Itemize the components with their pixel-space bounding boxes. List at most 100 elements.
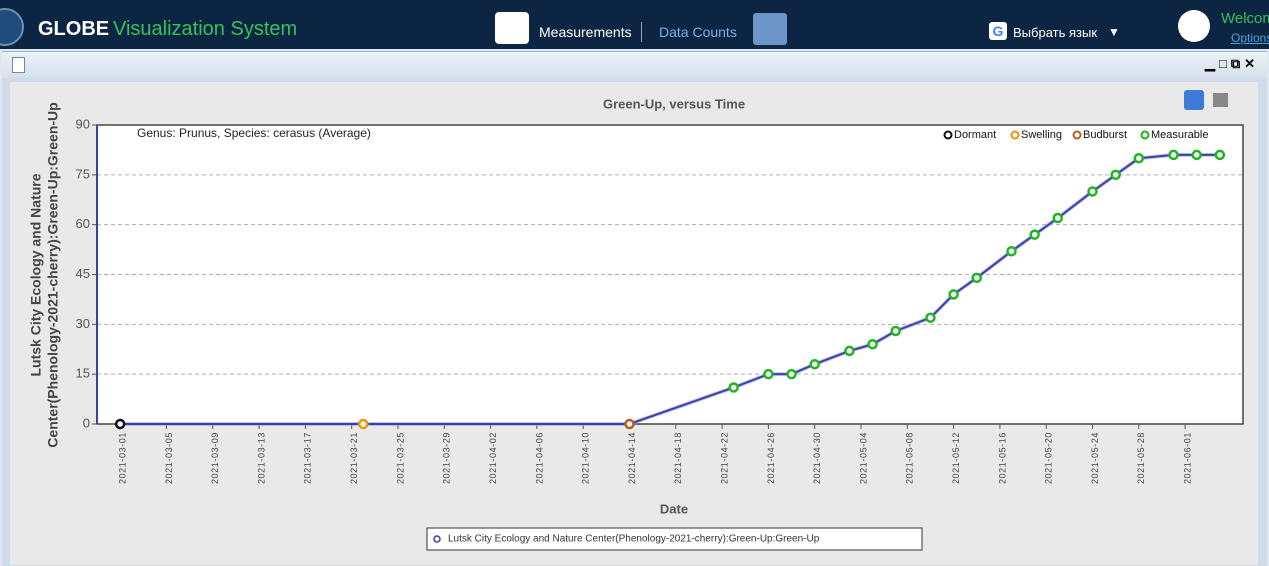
legend-label: Swelling [1021,129,1062,141]
data-point [786,368,797,380]
x-tick-label: 2021-06-01 [1182,432,1192,484]
x-axis-label: Date [660,501,688,516]
legend-label: Lutsk City Ecology and Nature Center(Phe… [448,534,820,545]
y-tick-label: 90 [76,116,90,131]
x-tick-label: 2021-05-24 [1090,432,1100,484]
language-select[interactable]: Выбрать язык [1013,25,1098,40]
legend-marker [943,130,953,140]
x-tick-label: 2021-03-13 [256,432,266,484]
x-tick-label: 2021-04-10 [581,432,591,484]
x-tick-group: 2021-05-04 [858,432,868,484]
data-point [867,339,878,350]
data-point [1006,245,1017,257]
x-tick-label: 2021-03-29 [442,432,452,484]
x-tick-label: 2021-04-22 [719,432,729,484]
x-tick-label: 2021-05-20 [1044,432,1054,484]
data-point [1133,152,1145,164]
y-tick-label: 30 [76,316,90,331]
data-point [114,418,126,430]
header: GLOBE Visualization System Measurements … [0,0,1269,49]
x-tick-label: 2021-04-02 [488,432,498,484]
x-tick-group: 2021-04-22 [719,432,729,484]
x-tick-group: 2021-04-26 [766,432,776,484]
y-axis-label: Center(Phenology-2021-cherry):Green-Up:G… [45,102,61,447]
print-button[interactable] [1213,93,1228,107]
legend-label: Dormant [954,129,996,141]
data-point [809,358,820,370]
x-tick-label: 2021-04-26 [766,432,776,484]
welcome: Welcome [1221,10,1269,27]
x-tick-group: 2021-05-12 [951,432,961,484]
y-tick-label: 75 [76,166,90,181]
x-tick-group: 2021-03-01 [118,432,128,484]
x-tick-label: 2021-05-28 [1136,432,1146,484]
x-tick-group: 2021-05-24 [1090,432,1100,484]
legend-marker [433,535,441,543]
legend-label: Budburst [1083,129,1127,141]
brand: GLOBE [38,18,110,40]
data-point [844,345,855,357]
x-tick-group: 2021-04-02 [488,432,498,484]
link-button[interactable] [1184,90,1204,110]
x-tick-label: 2021-03-05 [164,432,174,484]
counts-icon[interactable] [753,13,787,45]
x-tick-group: 2021-04-06 [534,432,544,484]
x-tick-label: 2021-03-01 [118,432,128,484]
x-tick-label: 2021-05-12 [951,432,961,484]
data-point [1029,229,1040,240]
annotation: Genus: Prunus, Species: cerasus (Average… [137,126,371,140]
x-tick-group: 2021-04-14 [627,432,637,484]
x-tick-label: 2021-03-21 [349,432,359,484]
legend-marker [1010,130,1020,140]
x-tick-label: 2021-03-09 [210,432,220,484]
x-tick-group: 2021-03-09 [210,432,220,484]
legend-marker [1072,130,1082,140]
x-tick-group: 2021-03-05 [164,432,174,484]
data-point [1087,186,1098,197]
x-tick-group: 2021-04-30 [812,432,822,484]
legend-marker [1140,130,1150,140]
calendar-icon[interactable] [495,12,529,44]
data-point [763,368,774,380]
x-tick-label: 2021-04-06 [534,432,544,484]
x-tick-label: 2021-04-18 [673,432,683,484]
x-tick-group: 2021-05-28 [1136,432,1146,484]
window-bar: ▁□⧉✕ [2,52,1267,78]
x-tick-label: 2021-05-04 [858,432,868,484]
series-line [120,153,1220,425]
x-tick-group: 2021-03-25 [395,432,405,484]
data-point [624,418,635,430]
legend-label: Measurable [1151,129,1208,141]
nav-data-counts[interactable]: Data Counts [659,24,737,40]
x-tick-label: 2021-04-14 [627,432,637,484]
x-tick-group: 2021-06-01 [1182,432,1192,484]
chart-title: Green-Up, versus Time [603,96,745,111]
x-tick-group: 2021-05-16 [997,432,1007,484]
y-tick-label: 15 [76,366,90,381]
nav-measurements[interactable]: Measurements [539,24,632,40]
data-point [728,382,739,393]
x-tick-label: 2021-03-25 [395,432,405,484]
options-link[interactable]: Options [1231,31,1269,45]
product: Visualization System [113,18,298,40]
x-tick-group: 2021-03-13 [256,432,266,484]
data-point [925,312,936,323]
data-point [971,272,983,284]
user-icon[interactable] [1178,10,1210,42]
data-point [1110,169,1121,181]
x-tick-group: 2021-03-17 [303,432,313,484]
y-axis-label: Lutsk City Ecology and Nature [28,173,44,376]
y-tick-label: 60 [76,216,90,231]
x-tick-group: 2021-04-10 [581,432,591,484]
data-point [1168,149,1179,161]
y-tick-label: 45 [76,266,90,281]
x-tick-label: 2021-05-08 [905,432,915,484]
x-tick-label: 2021-03-17 [303,432,313,484]
x-tick-group: 2021-04-18 [673,432,683,484]
data-point [890,325,901,337]
x-tick-group: 2021-03-21 [349,432,359,484]
data-point [1052,212,1064,224]
x-tick-group: 2021-05-20 [1044,432,1054,484]
